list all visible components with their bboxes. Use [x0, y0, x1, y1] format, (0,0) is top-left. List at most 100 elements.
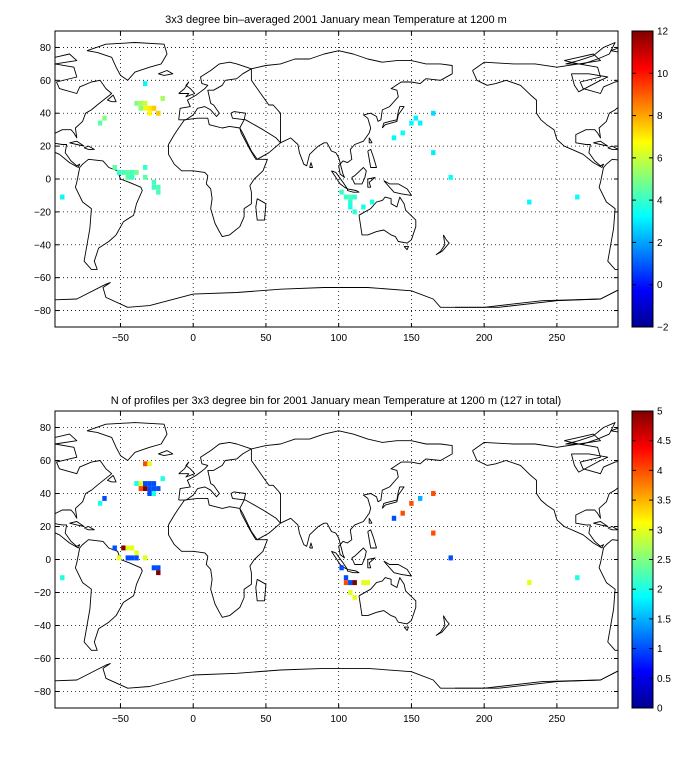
colorbar-tick-label: 0	[657, 280, 663, 291]
data-bin	[97, 500, 103, 506]
colorbar	[631, 30, 654, 328]
chart-title: N of profiles per 3x3 degree bin for 200…	[111, 395, 561, 407]
temperature-panel: 3x3 degree bin–averaged 2001 January mea…	[34, 14, 669, 344]
y-tick-label: −40	[34, 240, 51, 251]
colorbar-tick-label: 8	[657, 111, 663, 122]
y-tick-label: −20	[34, 588, 51, 599]
coastline	[55, 433, 78, 445]
data-bin	[343, 194, 349, 200]
y-tick-label: 0	[45, 175, 51, 186]
data-bin	[151, 491, 157, 496]
data-bin	[431, 110, 436, 116]
data-bin	[160, 476, 165, 482]
coastline	[368, 137, 373, 144]
colorbar-tick-label: 2	[657, 585, 663, 596]
coastline	[598, 539, 618, 651]
data-bin	[343, 580, 349, 586]
colorbar-tick-label: 4.5	[657, 436, 671, 447]
data-bin	[147, 481, 152, 486]
data-bin	[143, 486, 148, 491]
y-tick-label: −80	[34, 687, 51, 698]
coastline	[178, 81, 196, 98]
colorbar-tick-label: 4	[657, 196, 663, 207]
coastline	[69, 140, 85, 147]
y-tick-label: −60	[34, 654, 51, 665]
data-bin	[151, 179, 157, 185]
data-bin	[147, 105, 152, 111]
coastline	[403, 245, 409, 251]
coastline	[570, 73, 609, 93]
data-bin	[116, 555, 122, 561]
data-bin	[339, 565, 344, 571]
data-bin	[348, 204, 353, 210]
coastline	[178, 441, 252, 501]
coastline	[255, 198, 267, 221]
colorbar-tick-label: −2	[657, 323, 669, 334]
coastline	[381, 106, 405, 129]
coastline	[178, 461, 196, 478]
coastline	[692, 498, 696, 617]
coastline	[565, 42, 616, 65]
coastlines	[55, 422, 696, 689]
coastline	[250, 430, 453, 559]
data-bin	[348, 590, 353, 595]
y-tick-label: 80	[40, 43, 52, 54]
coastline	[168, 497, 268, 618]
data-bin	[143, 105, 148, 111]
data-bin	[143, 461, 148, 467]
data-bin	[418, 120, 423, 126]
data-bin	[352, 194, 357, 200]
data-bin	[102, 496, 107, 501]
colorbar-tick-label: 6	[657, 153, 663, 164]
x-tick-label: 150	[403, 333, 420, 344]
y-tick-label: 80	[40, 423, 52, 434]
axis-ticks: −50 0 50 100 150 200 250 −80 −60 −40 −20 0 20 40 60 80	[34, 411, 618, 725]
coastline	[331, 170, 348, 190]
data-bin	[448, 174, 453, 180]
data-bin	[138, 100, 143, 106]
colorbar-tick-label: 4	[657, 466, 663, 477]
y-tick-label: −80	[34, 306, 51, 317]
data-bin	[129, 545, 135, 551]
data-bin	[143, 481, 148, 486]
data-bin	[147, 486, 152, 491]
data-bin	[431, 530, 436, 536]
coastline	[607, 145, 618, 150]
coastline	[55, 53, 78, 65]
data-bin	[143, 555, 148, 561]
coastline	[367, 176, 376, 188]
x-tick-label: 100	[330, 714, 347, 725]
x-tick-label: 200	[476, 714, 493, 725]
x-tick-label: 0	[190, 333, 196, 344]
x-tick-label: 50	[260, 714, 272, 725]
data-bin	[138, 105, 143, 111]
data-bins	[60, 81, 580, 215]
colorbar-tick-label: 2.5	[657, 555, 671, 566]
coastline	[309, 162, 313, 168]
data-bins	[60, 461, 580, 600]
coastline	[83, 145, 95, 150]
colorbar-tick-label: 12	[657, 27, 669, 38]
coastline	[435, 234, 450, 256]
colorbar-tick-label: 10	[657, 69, 669, 80]
data-bin	[448, 555, 453, 561]
data-bin	[129, 555, 135, 561]
data-bin	[156, 486, 161, 491]
y-tick-label: 60	[40, 456, 52, 467]
data-bin	[409, 500, 414, 506]
data-bin	[418, 496, 423, 501]
colorbar-tick-label: 1.5	[657, 614, 671, 625]
coastline	[230, 491, 281, 541]
data-bin	[125, 174, 130, 180]
coastline	[351, 167, 367, 185]
data-bin	[143, 165, 148, 170]
y-tick-label: 20	[40, 142, 52, 153]
profile-count-panel: N of profiles per 3x3 degree bin for 200…	[34, 395, 696, 725]
coastline	[230, 111, 281, 160]
data-bin	[125, 555, 130, 561]
data-bin	[112, 165, 117, 170]
data-bin	[151, 184, 157, 190]
data-bin	[116, 170, 122, 175]
x-tick-label: −50	[112, 714, 129, 725]
data-bin	[156, 565, 161, 571]
